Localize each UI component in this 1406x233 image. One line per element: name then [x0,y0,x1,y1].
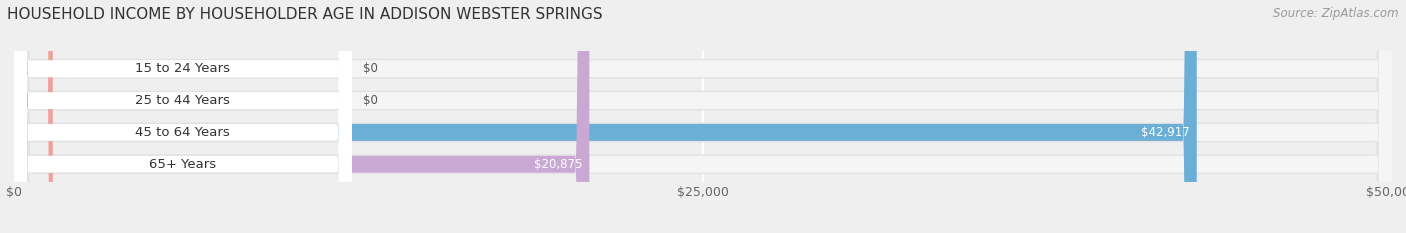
FancyBboxPatch shape [14,0,1392,233]
FancyBboxPatch shape [14,0,352,233]
FancyBboxPatch shape [14,0,52,233]
FancyBboxPatch shape [14,0,1392,233]
FancyBboxPatch shape [14,0,1392,233]
FancyBboxPatch shape [14,0,352,233]
Text: $0: $0 [363,94,378,107]
Text: $0: $0 [363,62,378,75]
FancyBboxPatch shape [14,0,52,233]
Text: $42,917: $42,917 [1142,126,1189,139]
Text: 45 to 64 Years: 45 to 64 Years [135,126,231,139]
Text: 15 to 24 Years: 15 to 24 Years [135,62,231,75]
FancyBboxPatch shape [14,0,1392,233]
Text: HOUSEHOLD INCOME BY HOUSEHOLDER AGE IN ADDISON WEBSTER SPRINGS: HOUSEHOLD INCOME BY HOUSEHOLDER AGE IN A… [7,7,603,22]
Text: Source: ZipAtlas.com: Source: ZipAtlas.com [1274,7,1399,20]
FancyBboxPatch shape [14,0,1392,233]
FancyBboxPatch shape [14,0,1392,233]
FancyBboxPatch shape [14,0,1197,233]
FancyBboxPatch shape [14,0,589,233]
Text: $20,875: $20,875 [534,158,582,171]
FancyBboxPatch shape [14,0,352,233]
FancyBboxPatch shape [14,0,1392,233]
FancyBboxPatch shape [14,0,352,233]
FancyBboxPatch shape [14,0,1392,233]
Text: 65+ Years: 65+ Years [149,158,217,171]
Text: 25 to 44 Years: 25 to 44 Years [135,94,231,107]
